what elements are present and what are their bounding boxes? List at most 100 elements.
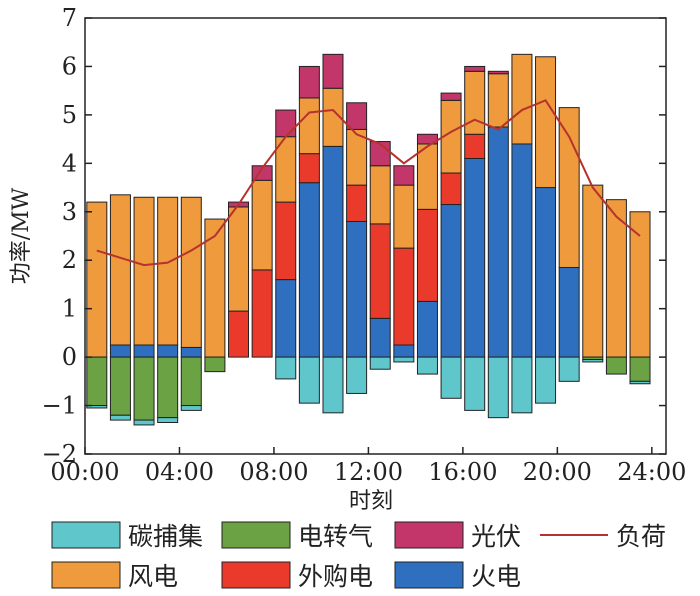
bar-segment [487,126,509,358]
bar-segment [393,356,415,363]
bar-segment [464,70,486,135]
bar-segment [133,344,155,358]
bar-segment [298,65,320,99]
bar-segment [369,223,391,319]
bar-segment [109,344,131,358]
bar-segment [86,201,108,358]
bar-segment [298,97,320,155]
bar-segment [133,196,155,346]
bar-segment [346,102,368,130]
bar-segment [582,184,604,358]
bar-segment [275,279,297,358]
bar-segment [440,356,462,399]
bar-segment [298,153,320,184]
legend-swatch [394,561,464,589]
y-axis: −2 −1 0 1 2 3 4 5 6 7 [42,4,666,468]
legend-label: 负荷 [616,522,666,551]
bar-segment [535,356,557,404]
x-tick-label: 24:00 [617,458,686,486]
y-tick-label: 2 [62,246,77,274]
y-axis-label: 功率/MW [9,187,34,284]
bar-segment [275,201,297,281]
bar-segment [109,356,131,416]
bar-segment [157,196,179,346]
bar-segment [157,417,179,424]
y-tick-label: −2 [42,440,77,468]
bar-segment [416,300,438,358]
bar-segment [157,356,179,419]
bar-segment [629,380,651,385]
bar-segment [487,73,509,128]
bar-segment [464,65,486,72]
bar-segment [440,92,462,101]
bar-segment [322,356,344,414]
x-tick-label: 16:00 [428,458,497,486]
bar-segment [109,414,131,421]
bar-segment [416,356,438,375]
bar-segment [86,405,108,409]
plot-frame [84,17,667,455]
x-tick-label: 08:00 [239,458,308,486]
bar-segment [322,145,344,358]
bar-segment [393,184,415,249]
bar-segment [369,356,391,370]
bar-segment [275,356,297,380]
bar-segment [393,344,415,358]
bar-segment [487,70,509,75]
y-tick-label: 0 [62,343,77,371]
legend-swatch [221,521,291,549]
legend-label: 外购电 [298,562,373,591]
bar-segment [298,356,320,404]
bar-segment [440,172,462,206]
bar-segment [629,211,651,358]
bar-segment [464,356,486,411]
y-tick-label: −1 [42,392,77,420]
bar-segment [535,187,557,358]
bar-segment [133,419,155,426]
legend-label: 碳捕集 [128,522,203,551]
y-tick-label: 3 [62,198,77,226]
bar-segment [605,356,627,375]
legend-label: 风电 [128,562,178,591]
bar-segment [416,208,438,302]
bar-segment [393,247,415,346]
legend-swatch [394,521,464,549]
x-tick-label: 20:00 [523,458,592,486]
load-line [96,99,641,267]
y-tick-label: 5 [62,101,77,129]
bar-segment [346,184,368,222]
bar-segment [440,204,462,358]
legend-label: 电转气 [298,522,373,551]
bar-segment [86,356,108,407]
bar-segment [180,405,202,411]
bar-segment [322,53,344,89]
bar-segment [393,165,415,186]
bar-segment [511,143,533,358]
y-tick-label: 1 [62,295,77,323]
bar-segment [464,157,486,358]
bar-segment [180,196,202,348]
legend-swatch [221,561,291,589]
bar-segment [298,182,320,358]
x-tick-label: 04:00 [145,458,214,486]
bar-segment [228,206,250,312]
bar-segment [180,356,202,407]
bar-segment [535,56,557,189]
legend-swatch [51,561,121,589]
bar-segment [369,317,391,358]
bar-segment [346,356,368,394]
y-tick-label: 6 [62,52,77,80]
legend-label: 火电 [471,562,521,591]
x-tick-label: 12:00 [334,458,403,486]
bar-segment [511,53,533,145]
bar-segment [275,109,297,138]
bar-segment [511,356,533,414]
y-tick-label: 4 [62,149,77,177]
bar-segment [109,194,131,346]
x-tick-label: 00:00 [50,458,119,486]
bar-segment [369,165,391,225]
bar-segment [558,107,580,268]
legend-swatch [51,521,121,549]
bar-segment [629,356,651,382]
